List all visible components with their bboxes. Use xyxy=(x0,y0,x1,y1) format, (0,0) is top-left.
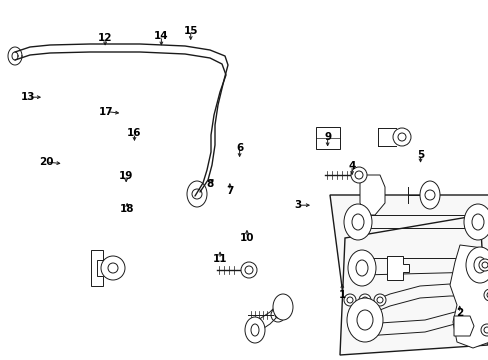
Text: 13: 13 xyxy=(21,92,36,102)
Polygon shape xyxy=(386,256,408,280)
Text: 11: 11 xyxy=(212,254,227,264)
Text: 20: 20 xyxy=(39,157,54,167)
Ellipse shape xyxy=(355,260,367,276)
Text: 3: 3 xyxy=(294,200,301,210)
Polygon shape xyxy=(359,175,384,215)
Text: 18: 18 xyxy=(120,204,134,214)
Text: 6: 6 xyxy=(236,143,243,153)
Polygon shape xyxy=(339,215,487,355)
Text: 16: 16 xyxy=(127,128,142,138)
Text: 10: 10 xyxy=(239,233,254,243)
Text: 19: 19 xyxy=(119,171,133,181)
Text: 2: 2 xyxy=(455,308,462,318)
Ellipse shape xyxy=(346,298,382,342)
Ellipse shape xyxy=(343,294,355,306)
Ellipse shape xyxy=(419,181,439,209)
Ellipse shape xyxy=(356,310,372,330)
Ellipse shape xyxy=(351,214,363,230)
Ellipse shape xyxy=(244,317,264,343)
Text: 4: 4 xyxy=(347,161,355,171)
Ellipse shape xyxy=(358,294,370,306)
Text: 5: 5 xyxy=(416,150,423,160)
Text: 15: 15 xyxy=(183,26,198,36)
Text: 17: 17 xyxy=(99,107,114,117)
Polygon shape xyxy=(453,316,473,336)
Text: 1: 1 xyxy=(338,290,345,300)
Ellipse shape xyxy=(465,247,488,283)
Ellipse shape xyxy=(471,214,483,230)
Text: 7: 7 xyxy=(225,186,233,196)
Ellipse shape xyxy=(473,257,485,273)
Text: 12: 12 xyxy=(98,33,112,43)
Text: 8: 8 xyxy=(206,179,213,189)
Polygon shape xyxy=(449,245,488,348)
Polygon shape xyxy=(329,195,488,310)
Ellipse shape xyxy=(373,294,385,306)
Ellipse shape xyxy=(478,259,488,271)
Bar xyxy=(315,127,339,149)
Ellipse shape xyxy=(241,262,257,278)
Ellipse shape xyxy=(272,294,292,320)
Ellipse shape xyxy=(483,289,488,301)
Ellipse shape xyxy=(343,204,371,240)
Ellipse shape xyxy=(347,250,375,286)
Ellipse shape xyxy=(463,204,488,240)
Ellipse shape xyxy=(350,167,366,183)
Ellipse shape xyxy=(480,324,488,336)
Text: 9: 9 xyxy=(324,132,330,142)
Text: 14: 14 xyxy=(154,31,168,41)
